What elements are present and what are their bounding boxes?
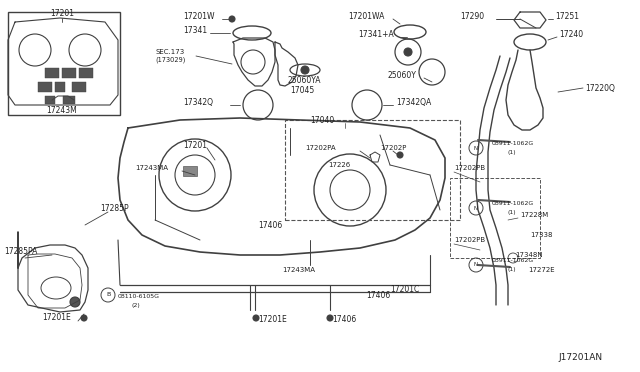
Text: SEC.173: SEC.173 <box>155 49 184 55</box>
Text: 17226: 17226 <box>328 162 350 168</box>
Bar <box>62 68 76 78</box>
Text: 17338: 17338 <box>530 232 552 238</box>
Bar <box>45 96 55 104</box>
Text: 17243MA: 17243MA <box>135 165 168 171</box>
Text: N: N <box>474 145 478 151</box>
Text: 17202PA: 17202PA <box>305 145 335 151</box>
Text: 17290: 17290 <box>460 12 484 20</box>
Text: 17341: 17341 <box>183 26 207 35</box>
Text: 17228M: 17228M <box>520 212 548 218</box>
Bar <box>72 82 86 92</box>
Text: B: B <box>106 292 110 298</box>
Text: 17342Q: 17342Q <box>183 97 213 106</box>
Text: 17040: 17040 <box>310 115 334 125</box>
Circle shape <box>253 315 259 321</box>
Text: 17341+A: 17341+A <box>358 29 394 38</box>
Text: J17201AN: J17201AN <box>558 353 602 362</box>
Text: 25060Y: 25060Y <box>388 71 417 80</box>
Text: 17240: 17240 <box>559 29 583 38</box>
Text: 08911-1062G: 08911-1062G <box>492 257 534 263</box>
Text: 17201: 17201 <box>50 9 74 17</box>
Circle shape <box>301 66 309 74</box>
Text: 17285PA: 17285PA <box>4 247 37 257</box>
Text: 17406: 17406 <box>366 291 390 299</box>
Text: 17201WA: 17201WA <box>348 12 385 20</box>
Circle shape <box>397 152 403 158</box>
Text: (1): (1) <box>508 266 516 272</box>
Text: 17201W: 17201W <box>183 12 214 20</box>
Bar <box>45 68 59 78</box>
Bar <box>63 96 75 104</box>
Circle shape <box>327 315 333 321</box>
Text: (2): (2) <box>132 302 141 308</box>
Text: 17201: 17201 <box>183 141 207 150</box>
Text: 17201E: 17201E <box>42 314 71 323</box>
Text: 17243MA: 17243MA <box>282 267 315 273</box>
Text: 17243M: 17243M <box>47 106 77 115</box>
Text: (173029): (173029) <box>155 57 186 63</box>
Text: N: N <box>474 205 478 211</box>
Text: 17348N: 17348N <box>515 252 543 258</box>
Bar <box>285 120 460 220</box>
Bar <box>79 68 93 78</box>
Text: 17202P: 17202P <box>380 145 406 151</box>
Text: 17272E: 17272E <box>528 267 555 273</box>
Circle shape <box>81 315 87 321</box>
Bar <box>183 166 197 176</box>
Text: 17220Q: 17220Q <box>585 83 615 93</box>
Text: 17202PB: 17202PB <box>454 237 485 243</box>
Bar <box>8 12 120 115</box>
Text: 17251: 17251 <box>555 12 579 20</box>
Text: 08911-1062G: 08911-1062G <box>492 201 534 205</box>
Circle shape <box>404 48 412 56</box>
Text: 08911-1062G: 08911-1062G <box>492 141 534 145</box>
Text: (1): (1) <box>508 150 516 154</box>
Bar <box>450 178 540 258</box>
Text: 17201C: 17201C <box>390 285 419 295</box>
Bar <box>55 82 65 92</box>
Text: 17406: 17406 <box>258 221 282 230</box>
Text: 25060YA: 25060YA <box>287 76 321 84</box>
Text: 17342QA: 17342QA <box>396 97 431 106</box>
Text: 08110-6105G: 08110-6105G <box>118 294 160 298</box>
Text: 17202PB: 17202PB <box>454 165 485 171</box>
Bar <box>38 82 52 92</box>
Text: 17406: 17406 <box>332 315 356 324</box>
Text: 17201E: 17201E <box>258 315 287 324</box>
Text: 17045: 17045 <box>290 86 314 94</box>
Text: N: N <box>474 263 478 267</box>
Circle shape <box>229 16 235 22</box>
Circle shape <box>70 297 80 307</box>
Text: (1): (1) <box>508 209 516 215</box>
Text: 17285P: 17285P <box>100 203 129 212</box>
